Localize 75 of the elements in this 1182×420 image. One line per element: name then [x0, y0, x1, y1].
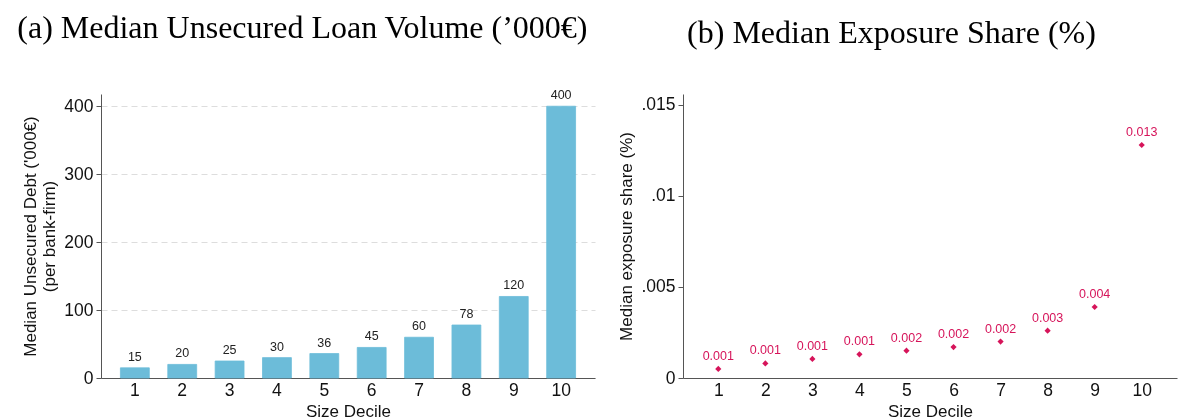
data-label: 0.004: [1079, 287, 1111, 301]
data-label: 0.013: [1126, 124, 1158, 139]
y-tick-label: 200: [64, 231, 94, 252]
x-tick-label: 5: [319, 379, 330, 400]
y-tick-label: .015: [641, 94, 676, 115]
y-tick-label: .005: [641, 276, 676, 297]
x-tick-label: 9: [1090, 379, 1101, 400]
y-tick-label: 100: [64, 299, 94, 320]
x-tick-label: 5: [902, 379, 912, 400]
point: [997, 338, 1004, 345]
data-label: 25: [222, 343, 237, 358]
bar: [498, 296, 529, 379]
data-label: 0.001: [796, 338, 829, 353]
bar: [167, 364, 198, 379]
y-axis-title: Median exposure share (%): [617, 132, 637, 341]
x-tick-label: 7: [996, 379, 1006, 400]
data-label: 0.002: [984, 321, 1017, 336]
data-label: 30: [270, 339, 284, 354]
point: [950, 343, 957, 351]
point: [715, 365, 722, 372]
chart-title: (b) Median Exposure Share (%): [687, 14, 1096, 50]
x-tick-label: 9: [508, 379, 519, 400]
bar: [120, 367, 150, 379]
data-label: 78: [459, 307, 474, 321]
x-tick-label: 8: [461, 379, 472, 400]
x-tick-label: 1: [130, 379, 140, 400]
x-tick-label: 3: [224, 379, 235, 400]
bar: [451, 324, 482, 379]
x-tick-label: 2: [177, 379, 188, 400]
data-label: 45: [364, 329, 379, 344]
data-label: 400: [550, 88, 572, 103]
point: [809, 355, 816, 362]
x-tick-label: 10: [551, 379, 572, 400]
x-tick-label: 3: [808, 379, 818, 400]
point: [903, 347, 910, 354]
x-tick-label: 10: [1132, 379, 1153, 400]
bar: [546, 105, 576, 379]
data-label: 36: [317, 335, 332, 350]
chart-title: (a) Median Unsecured Loan Volume (’000€): [17, 9, 588, 46]
bar: [262, 357, 292, 379]
x-tick-label: 6: [366, 379, 377, 400]
x-tick-label: 4: [855, 379, 866, 400]
data-label: 0.003: [1031, 310, 1064, 325]
x-tick-label: 2: [760, 379, 771, 400]
bar: [404, 336, 434, 379]
data-label: 0.001: [749, 343, 782, 358]
y-tick-label: 300: [64, 163, 94, 184]
x-tick-label: 4: [272, 379, 283, 400]
data-label: 60: [412, 319, 427, 334]
y-tick-label: 0: [83, 367, 94, 388]
point: [856, 351, 863, 358]
data-label: 0.002: [890, 330, 923, 345]
x-tick-label: 8: [1043, 379, 1053, 400]
bar: [214, 360, 245, 379]
x-tick-label: 6: [949, 379, 959, 400]
x-tick-label: 1: [713, 379, 724, 400]
data-label: 120: [503, 278, 525, 293]
point: [1044, 327, 1051, 334]
data-label: 0.001: [843, 334, 876, 349]
x-axis-title: Size Decile: [305, 402, 392, 420]
bar: [309, 353, 340, 379]
point: [762, 360, 769, 367]
y-tick-label: .01: [651, 185, 676, 206]
bar: [356, 347, 387, 379]
y-tick-label: 0: [665, 367, 676, 388]
point: [1091, 303, 1098, 311]
data-label: 0.001: [702, 348, 734, 363]
y-tick-label: 400: [64, 95, 94, 116]
y-axis-title: Median Unsecured Debt ('000€) (per bank-firm): [21, 116, 60, 357]
point: [1138, 141, 1145, 149]
data-label: 20: [175, 346, 190, 361]
data-label: 15: [127, 349, 142, 364]
data-label: 0.002: [937, 327, 970, 342]
x-tick-label: 7: [414, 379, 424, 400]
x-axis-title: Size Decile: [887, 402, 974, 420]
